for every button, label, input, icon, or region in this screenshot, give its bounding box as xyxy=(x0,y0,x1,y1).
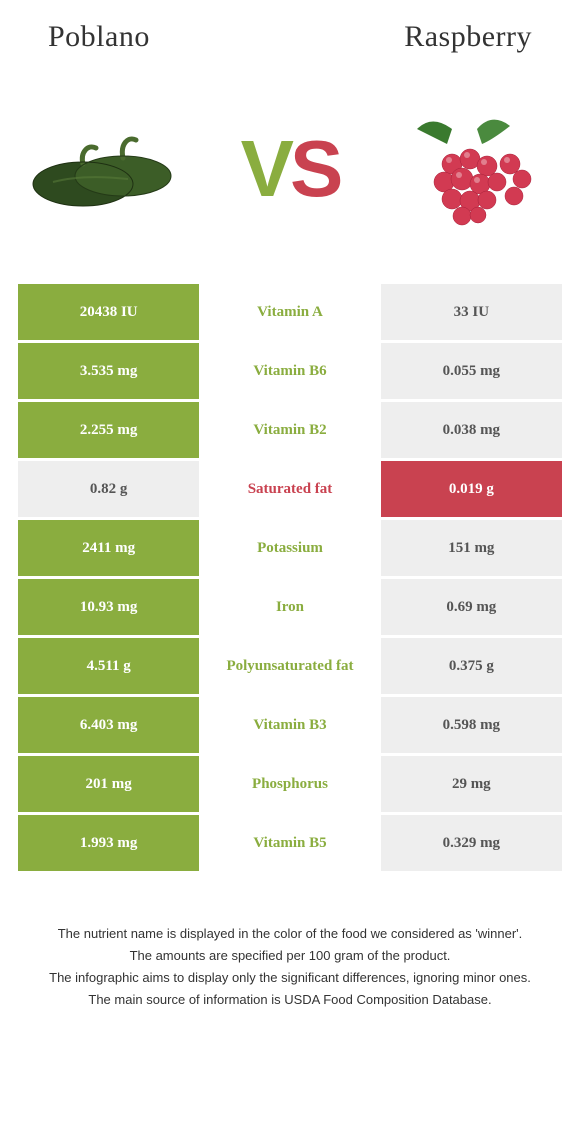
raspberry-icon xyxy=(392,104,552,234)
right-value-cell: 33 IU xyxy=(381,284,562,340)
right-value-cell: 0.329 mg xyxy=(381,815,562,871)
left-value-cell: 2411 mg xyxy=(18,520,199,576)
vs-v: V xyxy=(241,129,290,209)
nutrient-row: 1.993 mgVitamin B50.329 mg xyxy=(18,815,562,871)
left-value-cell: 6.403 mg xyxy=(18,697,199,753)
left-food-name: Poblano xyxy=(48,20,150,54)
nutrient-name-cell: Vitamin B3 xyxy=(199,697,380,753)
nutrient-row: 10.93 mgIron0.69 mg xyxy=(18,579,562,635)
vs-label: V S xyxy=(241,129,340,209)
right-value-cell: 0.69 mg xyxy=(381,579,562,635)
footnote-line: The nutrient name is displayed in the co… xyxy=(24,924,556,944)
nutrient-name-cell: Vitamin B5 xyxy=(199,815,380,871)
hero-row: V S xyxy=(18,104,562,234)
nutrient-name-cell: Potassium xyxy=(199,520,380,576)
right-value-cell: 0.598 mg xyxy=(381,697,562,753)
left-food-image xyxy=(28,104,188,234)
left-value-cell: 3.535 mg xyxy=(18,343,199,399)
left-value-cell: 1.993 mg xyxy=(18,815,199,871)
footnote-line: The infographic aims to display only the… xyxy=(24,968,556,988)
nutrient-table: 20438 IUVitamin A33 IU3.535 mgVitamin B6… xyxy=(18,284,562,874)
nutrient-name-cell: Vitamin B6 xyxy=(199,343,380,399)
vs-s: S xyxy=(290,129,339,209)
right-value-cell: 29 mg xyxy=(381,756,562,812)
nutrient-row: 20438 IUVitamin A33 IU xyxy=(18,284,562,340)
nutrient-name-cell: Iron xyxy=(199,579,380,635)
nutrient-name-cell: Vitamin B2 xyxy=(199,402,380,458)
right-value-cell: 151 mg xyxy=(381,520,562,576)
left-value-cell: 20438 IU xyxy=(18,284,199,340)
nutrient-row: 4.511 gPolyunsaturated fat0.375 g xyxy=(18,638,562,694)
nutrient-name-cell: Polyunsaturated fat xyxy=(199,638,380,694)
left-value-cell: 4.511 g xyxy=(18,638,199,694)
right-food-name: Raspberry xyxy=(404,20,532,54)
footnote-line: The main source of information is USDA F… xyxy=(24,990,556,1010)
right-value-cell: 0.038 mg xyxy=(381,402,562,458)
right-value-cell: 0.055 mg xyxy=(381,343,562,399)
left-value-cell: 0.82 g xyxy=(18,461,199,517)
right-value-cell: 0.375 g xyxy=(381,638,562,694)
left-value-cell: 10.93 mg xyxy=(18,579,199,635)
poblano-icon xyxy=(28,104,188,234)
nutrient-row: 3.535 mgVitamin B60.055 mg xyxy=(18,343,562,399)
right-food-image xyxy=(392,104,552,234)
left-value-cell: 2.255 mg xyxy=(18,402,199,458)
nutrient-name-cell: Saturated fat xyxy=(199,461,380,517)
left-value-cell: 201 mg xyxy=(18,756,199,812)
nutrient-name-cell: Phosphorus xyxy=(199,756,380,812)
footnotes: The nutrient name is displayed in the co… xyxy=(18,924,562,1013)
nutrient-row: 2.255 mgVitamin B20.038 mg xyxy=(18,402,562,458)
right-value-cell: 0.019 g xyxy=(381,461,562,517)
nutrient-row: 6.403 mgVitamin B30.598 mg xyxy=(18,697,562,753)
comparison-header: Poblano Raspberry xyxy=(18,20,562,54)
nutrient-row: 2411 mgPotassium151 mg xyxy=(18,520,562,576)
nutrient-row: 201 mgPhosphorus29 mg xyxy=(18,756,562,812)
footnote-line: The amounts are specified per 100 gram o… xyxy=(24,946,556,966)
nutrient-row: 0.82 gSaturated fat0.019 g xyxy=(18,461,562,517)
nutrient-name-cell: Vitamin A xyxy=(199,284,380,340)
